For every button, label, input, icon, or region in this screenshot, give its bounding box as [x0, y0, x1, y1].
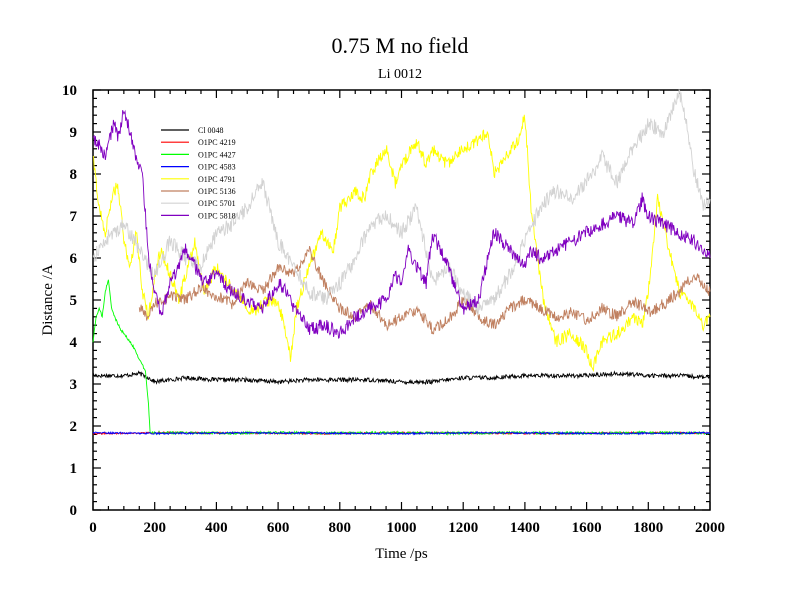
- y-tick-label: 0: [70, 503, 78, 519]
- x-tick-label: 400: [205, 520, 228, 536]
- series-line-o1pc-5701: [92, 88, 711, 316]
- y-tick-label: 7: [70, 209, 78, 225]
- y-tick-label: 8: [70, 167, 78, 183]
- y-tick-label: 2: [70, 419, 78, 435]
- y-tick-labels: 0 1 2 3 4 5 6 7 8 9 10: [62, 83, 78, 519]
- series-line-o1pc-4791: [92, 114, 711, 373]
- legend-label: O1PC 4791: [198, 175, 236, 184]
- x-tick-label: 1600: [572, 520, 602, 536]
- legend-label: O1PC 5701: [198, 199, 236, 208]
- y-tick-label: 6: [70, 251, 78, 267]
- x-tick-label: 1200: [448, 520, 478, 536]
- legend-label: O1PC 5136: [198, 187, 236, 196]
- y-tick-label: 4: [70, 335, 78, 351]
- x-tick-label: 0: [89, 520, 97, 536]
- y-tick-label: 1: [70, 461, 78, 477]
- legend-label: Cl 0048: [198, 126, 224, 135]
- series-line-cl-0048: [92, 370, 711, 386]
- series-line-o1pc-4583: [92, 430, 711, 436]
- y-tick-label: 10: [62, 83, 77, 99]
- x-tick-label: 1400: [510, 520, 540, 536]
- legend-label: O1PC 4219: [198, 138, 236, 147]
- axis-ticks: [92, 89, 711, 511]
- x-tick-labels: 0 200 400 600 800 1000 1200 1400 1600 1800 2000: [89, 520, 725, 536]
- series-line-o1pc-5818: [92, 109, 711, 339]
- series-line-o1pc-4427: [92, 279, 711, 436]
- series-line-o1pc-5136: [138, 246, 711, 335]
- x-axis-label: Time /ps: [375, 546, 428, 562]
- legend-label: O1PC 5818: [198, 211, 236, 220]
- y-axis-label: Distance /A: [40, 264, 56, 335]
- legend: Cl 0048 O1PC 4219 O1PC 4427 O1PC 4583 O1PC 4…: [161, 126, 236, 220]
- x-tick-label: 800: [329, 520, 352, 536]
- series-lines: [92, 88, 711, 436]
- y-tick-label: 3: [70, 377, 78, 393]
- x-tick-label: 600: [267, 520, 290, 536]
- y-tick-label: 5: [70, 293, 78, 309]
- x-tick-label: 1000: [387, 520, 417, 536]
- legend-label: O1PC 4427: [198, 150, 236, 159]
- x-tick-label: 200: [143, 520, 166, 536]
- chart-title: 0.75 M no field: [332, 33, 469, 58]
- y-tick-label: 9: [70, 125, 78, 141]
- x-tick-label: 1800: [633, 520, 663, 536]
- legend-label: O1PC 4583: [198, 163, 236, 172]
- x-tick-label: 2000: [695, 520, 725, 536]
- chart-subtitle: Li 0012: [378, 67, 422, 82]
